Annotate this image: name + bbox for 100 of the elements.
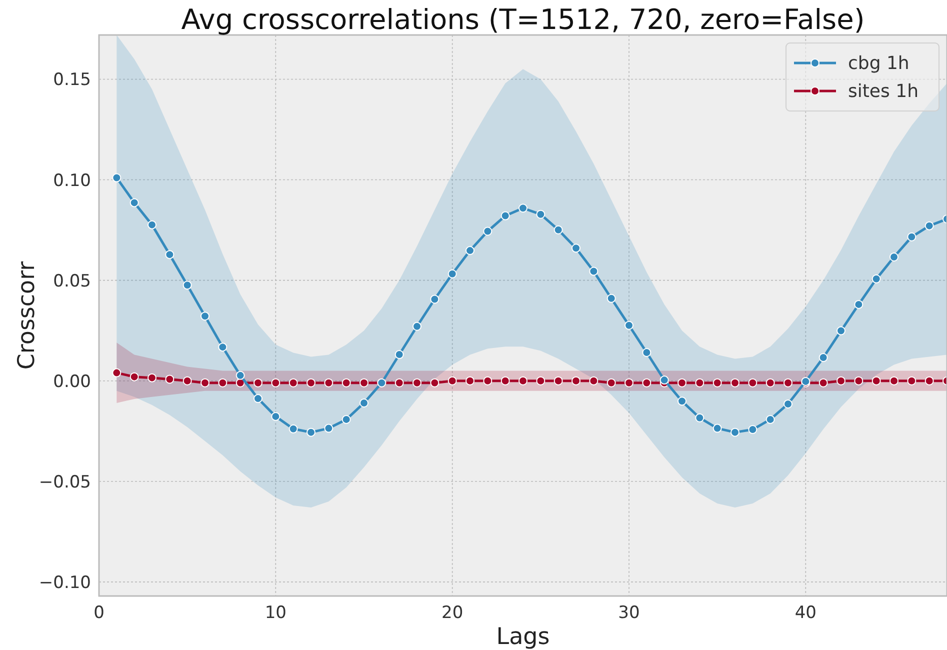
point (606, 378, 616, 388)
point (306, 428, 316, 437)
legend-label: cbg 1h (848, 53, 910, 74)
point (712, 424, 722, 433)
point (412, 322, 422, 331)
point (165, 250, 174, 260)
chart-title: Avg crosscorrelations (T=1512, 720, zero=False) (181, 3, 865, 36)
y-tick-label: 0.10 (53, 170, 91, 191)
point (148, 373, 156, 382)
x-tick-label: 10 (264, 603, 286, 623)
point (130, 198, 139, 208)
x-tick-label: 20 (442, 603, 464, 623)
point (200, 378, 210, 388)
point (112, 173, 122, 182)
point (394, 378, 404, 388)
point (483, 226, 492, 236)
point (306, 378, 316, 388)
point (924, 221, 934, 230)
point (483, 376, 492, 386)
point (271, 378, 280, 388)
point (784, 399, 792, 408)
point (394, 350, 404, 360)
point (642, 348, 652, 357)
x-tick-label: 30 (618, 603, 640, 623)
point (518, 204, 528, 213)
point (288, 378, 298, 388)
x-tick-label: 0 (94, 603, 104, 623)
point (907, 232, 916, 242)
x-tick-label: 40 (794, 603, 816, 623)
point (324, 378, 334, 388)
point (695, 413, 704, 422)
y-tick-label: 0.00 (53, 372, 91, 392)
point (288, 424, 298, 434)
point (872, 376, 881, 386)
point (182, 280, 192, 290)
point (430, 294, 440, 304)
point (784, 378, 792, 388)
point (500, 211, 510, 220)
point (430, 378, 440, 388)
point (872, 274, 881, 284)
point (907, 376, 916, 386)
point (448, 269, 457, 278)
legend-label: sites 1h (848, 81, 918, 102)
point (748, 378, 758, 388)
point (836, 326, 846, 336)
point (236, 370, 245, 380)
point (890, 376, 898, 386)
point (589, 376, 598, 386)
point (218, 378, 228, 388)
point (412, 378, 422, 388)
point (712, 378, 722, 388)
point (589, 266, 598, 276)
point (642, 378, 652, 388)
point (466, 246, 474, 256)
point (924, 376, 934, 386)
point (200, 312, 210, 321)
point (818, 378, 828, 388)
point (854, 300, 864, 309)
point (466, 376, 474, 386)
point (518, 376, 528, 386)
point (254, 394, 262, 404)
point (818, 353, 828, 362)
point (536, 210, 546, 219)
point (342, 414, 351, 424)
point (854, 376, 864, 386)
point (730, 428, 740, 437)
point (182, 376, 192, 386)
point (112, 368, 122, 378)
point (660, 376, 669, 385)
point (890, 252, 898, 262)
point (500, 376, 510, 386)
point (730, 378, 740, 388)
point (536, 376, 546, 386)
point (572, 376, 580, 386)
point (695, 378, 704, 388)
point (554, 376, 563, 386)
point (678, 378, 686, 388)
point (624, 320, 634, 330)
point (360, 378, 368, 388)
y-tick-label: −0.10 (38, 572, 91, 593)
point (130, 372, 139, 382)
point (766, 378, 775, 388)
point (572, 244, 580, 253)
point (165, 374, 174, 384)
point (324, 424, 334, 433)
point (554, 225, 563, 234)
point (766, 414, 775, 424)
point (218, 342, 228, 352)
point (148, 220, 156, 230)
point (606, 294, 616, 303)
y-tick-label: −0.05 (38, 472, 91, 492)
point (360, 398, 368, 408)
point (748, 425, 758, 434)
y-tick-label: 0.15 (53, 70, 91, 90)
x-axis-title: Lags (496, 624, 550, 650)
y-tick-label: 0.05 (53, 271, 91, 292)
point (254, 378, 262, 388)
point (448, 376, 457, 386)
point (342, 378, 351, 388)
point (271, 412, 280, 421)
